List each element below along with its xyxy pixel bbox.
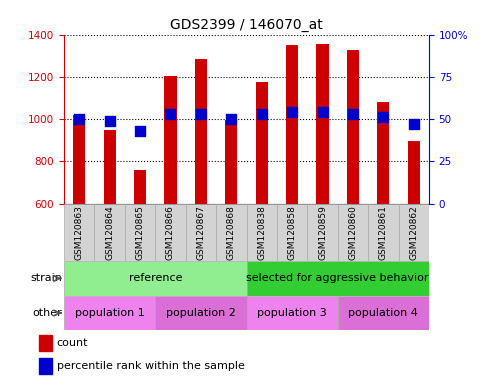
Bar [225,120,238,204]
Bar [286,45,298,204]
Point [227,116,235,122]
Bar [39,335,52,351]
Bar [256,82,268,204]
Bar [39,358,52,374]
Bar [307,204,338,261]
Text: GSM120867: GSM120867 [196,205,206,260]
Bar [165,76,176,204]
Text: other: other [33,308,63,318]
Text: GSM120863: GSM120863 [75,205,84,260]
Point [410,121,418,127]
Point [258,111,266,117]
Bar [216,204,246,261]
Bar [246,261,429,296]
Text: GSM120862: GSM120862 [409,205,418,260]
Bar [64,261,246,296]
Text: GSM120865: GSM120865 [136,205,144,260]
Bar [186,204,216,261]
Point [136,128,144,134]
Point [75,116,83,122]
Text: GSM120866: GSM120866 [166,205,175,260]
Bar [64,204,95,261]
Bar [155,296,246,330]
Text: count: count [57,338,88,348]
Point [106,118,113,124]
Point [197,111,205,117]
Title: GDS2399 / 146070_at: GDS2399 / 146070_at [170,18,323,32]
Bar [246,204,277,261]
Point [167,111,175,117]
Text: GSM120860: GSM120860 [349,205,357,260]
Text: GSM120859: GSM120859 [318,205,327,260]
Point [288,109,296,115]
Point [318,109,326,115]
Text: selected for aggressive behavior: selected for aggressive behavior [246,273,429,283]
Text: GSM120838: GSM120838 [257,205,266,260]
Bar [125,204,155,261]
Bar [398,204,429,261]
Text: GSM120868: GSM120868 [227,205,236,260]
Text: population 1: population 1 [75,308,144,318]
Bar [155,204,186,261]
Bar [246,296,338,330]
Bar [104,130,116,204]
Bar [408,141,420,204]
Text: population 2: population 2 [166,308,236,318]
Bar [64,296,155,330]
Text: reference: reference [129,273,182,283]
Point [380,114,387,121]
Text: GSM120864: GSM120864 [105,205,114,260]
Bar [368,204,398,261]
Text: GSM120861: GSM120861 [379,205,388,260]
Point [349,111,357,117]
Bar [134,170,146,204]
Text: strain: strain [31,273,63,283]
Bar [195,59,207,204]
Bar [377,102,389,204]
Text: GSM120858: GSM120858 [287,205,297,260]
Text: percentile rank within the sample: percentile rank within the sample [57,361,245,371]
Bar [338,204,368,261]
Bar [73,115,85,204]
Text: population 4: population 4 [349,308,418,318]
Bar [338,296,429,330]
Bar [277,204,307,261]
Text: population 3: population 3 [257,308,327,318]
Bar [347,50,359,204]
Bar [317,44,329,204]
Bar [95,204,125,261]
